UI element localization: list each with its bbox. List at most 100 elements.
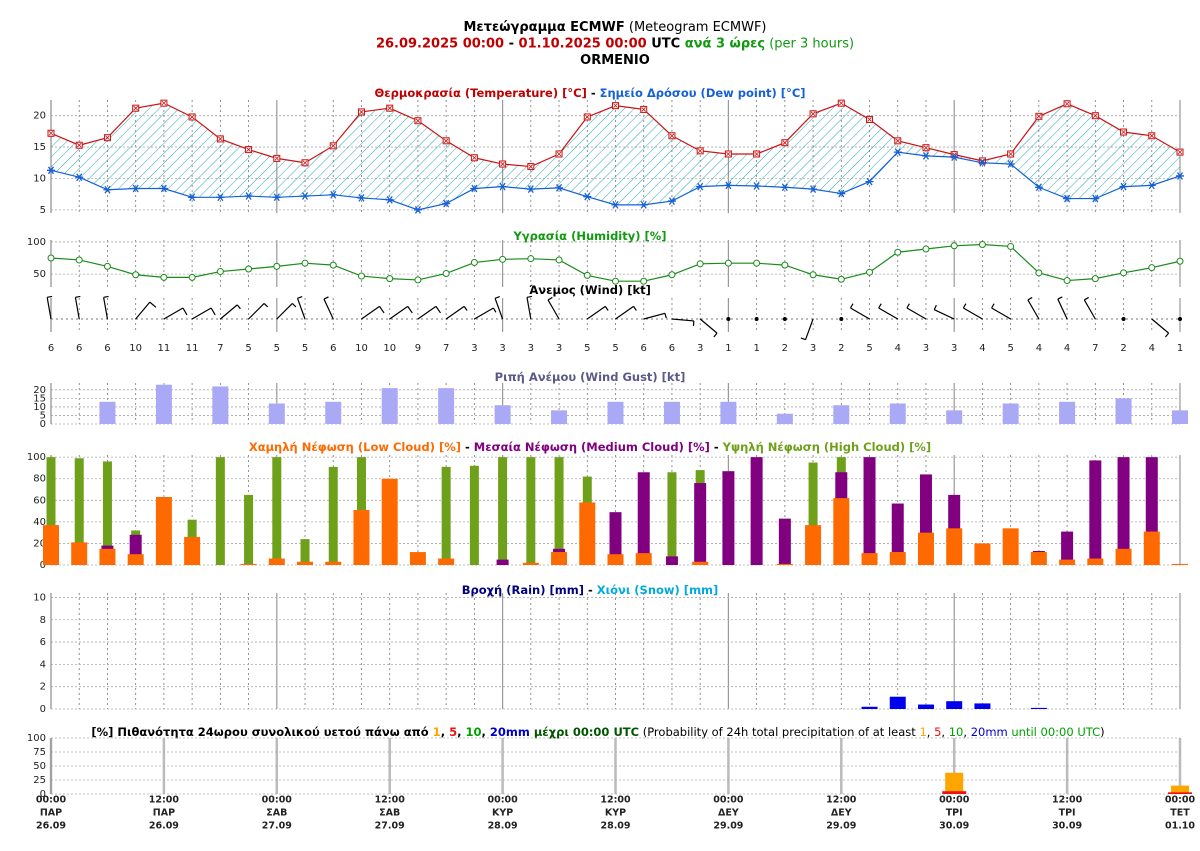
bar — [833, 405, 850, 424]
x-tick-label: 29.09 — [826, 821, 856, 832]
marker — [696, 147, 704, 155]
marker — [103, 134, 111, 142]
bar — [861, 553, 878, 565]
marker — [837, 99, 845, 107]
bar — [1087, 558, 1104, 565]
panel-title-part: , — [927, 725, 934, 739]
bar — [692, 561, 709, 565]
bar — [212, 386, 229, 424]
wind-barb — [615, 305, 637, 320]
bar — [1171, 785, 1189, 794]
y-tick-label: 20 — [33, 385, 46, 396]
wind-barb — [219, 304, 241, 320]
marker — [1035, 112, 1043, 120]
wind-speed-label: 5 — [302, 343, 308, 354]
marker — [301, 159, 309, 167]
marker-cross — [584, 114, 590, 120]
bar — [155, 384, 172, 424]
marker-cross — [697, 148, 703, 154]
bar — [74, 458, 84, 565]
marker-cross — [472, 155, 477, 161]
y-tick-label: 0 — [40, 704, 46, 715]
wind-speed-label: 11 — [186, 343, 199, 354]
marker — [837, 275, 845, 283]
wind-barb — [800, 318, 814, 341]
header-line: 26.09.2025 00:00 - 01.10.2025 00:00 UTC … — [376, 36, 854, 51]
wind-barb — [671, 318, 695, 326]
marker — [132, 104, 140, 112]
marker-cross — [613, 103, 618, 108]
marker — [667, 197, 676, 205]
marker — [1063, 277, 1071, 285]
wind-speed-label: 3 — [697, 343, 703, 354]
wind-barb — [586, 305, 609, 320]
bar — [102, 461, 112, 565]
marker — [357, 272, 365, 280]
panel-title-part: 20mm — [971, 725, 1008, 739]
marker — [921, 151, 930, 160]
wind-barb — [248, 303, 269, 320]
panel-title-part: , — [457, 725, 465, 739]
marker-cross — [641, 107, 647, 112]
marker — [1148, 264, 1156, 272]
marker-cross — [302, 160, 308, 166]
marker-cross — [923, 145, 929, 150]
y-tick-label: 5 — [40, 410, 46, 421]
x-tick-label: 26.09 — [36, 821, 66, 832]
wind-barb — [474, 307, 497, 320]
marker — [668, 271, 676, 279]
panel-title-part: [%] Πιθανότητα 24ωρου συνολικού υετού πά… — [91, 725, 432, 739]
wind-barb — [878, 303, 899, 320]
wind-barb — [163, 307, 188, 320]
wind-barb — [1083, 296, 1096, 320]
marker — [752, 182, 761, 190]
marker-cross — [1121, 129, 1126, 135]
marker-cross — [1177, 149, 1183, 155]
y-tick-label: 50 — [33, 269, 46, 280]
wind-barb — [1151, 318, 1170, 338]
wind-speed-label: 1 — [753, 343, 759, 354]
wind-speed-label: 6 — [641, 343, 647, 354]
marker — [753, 150, 761, 158]
y-tick-label: 20 — [33, 111, 46, 122]
panel-title-part: 5 — [934, 725, 941, 739]
panel-title-part: 10 — [465, 725, 481, 739]
panel-title-part: ) — [1100, 725, 1105, 739]
x-tick-label: 00:00 — [1165, 795, 1196, 806]
marker — [75, 256, 83, 264]
marker — [357, 108, 365, 116]
wind-speed-label: 5 — [245, 343, 251, 354]
panel-title: Άνεμος (Wind) [kt] — [529, 283, 651, 297]
x-tick-label: 00:00 — [262, 795, 293, 806]
marker — [414, 276, 422, 284]
marker — [413, 205, 422, 214]
marker-cross — [782, 140, 788, 145]
bar — [805, 525, 822, 565]
y-tick-label: 8 — [40, 615, 46, 626]
marker — [470, 154, 478, 162]
bar — [554, 457, 564, 565]
marker-cross — [500, 161, 505, 167]
bar — [974, 703, 991, 709]
marker — [555, 256, 563, 264]
header-line-part: Μετεώγραμμα ECMWF — [463, 20, 624, 35]
wind-speed-label: 4 — [1149, 343, 1155, 354]
bar — [607, 554, 624, 565]
marker — [583, 271, 591, 279]
wind-calm — [839, 317, 844, 321]
panel-title: Υγρασία (Humidity) [%] — [512, 229, 666, 243]
marker — [526, 185, 535, 194]
marker — [131, 184, 140, 193]
wind-speed-label: 1 — [725, 343, 731, 354]
bar — [946, 410, 963, 424]
wind-calm — [1121, 317, 1126, 321]
bar — [300, 539, 310, 565]
bar — [946, 528, 963, 565]
x-tick-label: ΔΕΥ — [831, 808, 852, 819]
wind-barb — [103, 295, 109, 320]
marker-cross — [1008, 151, 1013, 157]
panel-title-part: , — [941, 725, 948, 739]
marker — [1120, 269, 1128, 277]
panel-title-part: 10 — [949, 725, 964, 739]
